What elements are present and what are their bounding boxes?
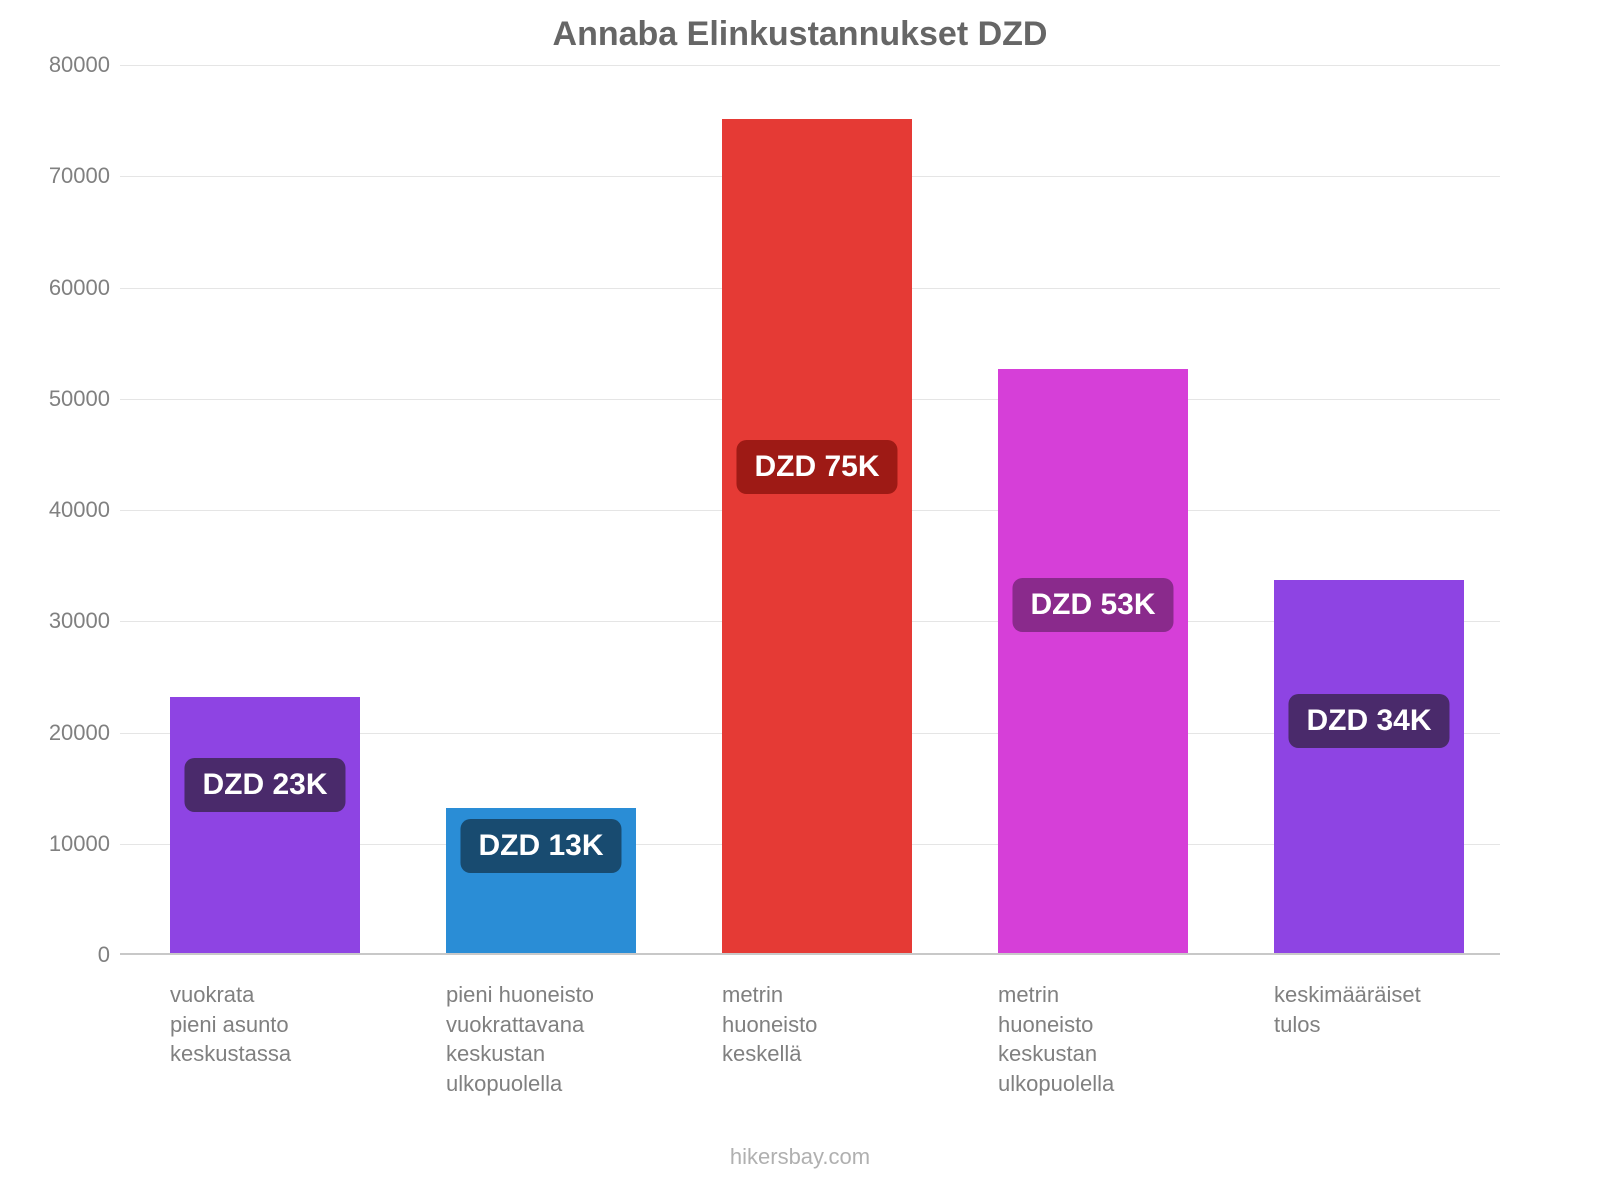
x-tick-label: vuokrata pieni asunto keskustassa [170, 980, 400, 1069]
gridline [120, 65, 1500, 66]
value-badge: DZD 34K [1288, 694, 1449, 748]
y-tick-label: 40000 [10, 497, 110, 523]
plot-area: DZD 23K DZD 13K DZD 75K DZD 53K DZD 34K [120, 65, 1500, 955]
chart-title: Annaba Elinkustannukset DZD [0, 15, 1600, 54]
attribution-text: hikersbay.com [0, 1144, 1600, 1170]
y-tick-label: 80000 [10, 52, 110, 78]
bar [998, 369, 1188, 953]
x-tick-label: keskimääräiset tulos [1274, 980, 1504, 1039]
y-tick-label: 0 [10, 942, 110, 968]
y-tick-label: 20000 [10, 720, 110, 746]
y-tick-label: 30000 [10, 608, 110, 634]
y-tick-label: 50000 [10, 386, 110, 412]
y-tick-label: 60000 [10, 275, 110, 301]
value-badge: DZD 53K [1012, 578, 1173, 632]
x-tick-label: pieni huoneisto vuokrattavana keskustan … [446, 980, 676, 1099]
chart-container: Annaba Elinkustannukset DZD 0 10000 20000 3… [0, 0, 1600, 1200]
x-tick-label: metrin huoneisto keskellä [722, 980, 952, 1069]
value-badge: DZD 75K [736, 440, 897, 494]
x-tick-label: metrin huoneisto keskustan ulkopuolella [998, 980, 1228, 1099]
y-tick-label: 10000 [10, 831, 110, 857]
bar [1274, 580, 1464, 953]
value-badge: DZD 23K [184, 758, 345, 812]
bar [722, 119, 912, 953]
y-tick-label: 70000 [10, 163, 110, 189]
bar [170, 697, 360, 953]
value-badge: DZD 13K [460, 819, 621, 873]
